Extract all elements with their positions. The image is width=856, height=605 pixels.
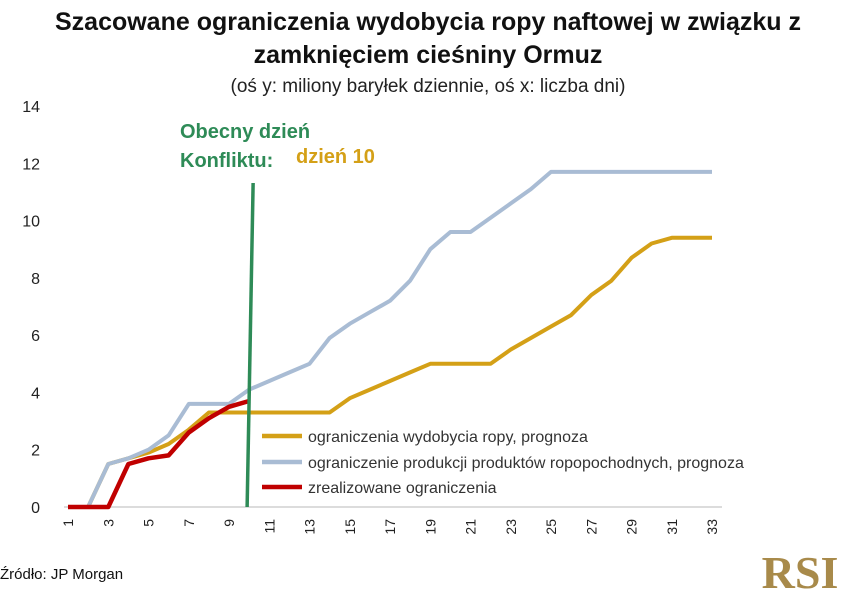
source-note: Źródło: JP Morgan	[0, 566, 124, 583]
x-tick-label: 17	[382, 519, 398, 535]
y-tick-label: 14	[22, 99, 40, 116]
y-tick-label: 0	[31, 500, 40, 517]
x-tick-label: 31	[664, 519, 680, 535]
current-day-label-line-2: Konfliktu:	[180, 150, 273, 172]
x-tick-label: 27	[583, 519, 599, 535]
oil-forecast-line	[68, 235, 712, 509]
x-tick-label: 5	[141, 519, 157, 527]
x-tick-label: 11	[261, 519, 277, 534]
svg-text:RSI: RSI	[762, 547, 839, 598]
x-tick-label: 21	[463, 519, 479, 535]
x-tick-label: 23	[503, 519, 519, 535]
x-tick-label: 15	[342, 519, 358, 535]
current-day-value: dzień 10	[296, 146, 375, 168]
legend-item-realized-label: zrealizowane ograniczenia	[308, 480, 497, 497]
x-tick-label: 33	[704, 519, 720, 535]
y-tick-label: 2	[31, 443, 40, 460]
chart-title-line-2: zamknięciem cieśniny Ormuz	[253, 41, 603, 69]
realized-line	[68, 398, 250, 510]
x-tick-label: 13	[302, 519, 318, 535]
products-forecast-line	[68, 169, 712, 509]
current-day-label-line-1: Obecny dzień	[180, 121, 310, 143]
chart-title-line-1: Szacowane ograniczenia wydobycia ropy na…	[54, 8, 802, 36]
x-tick-label: 25	[543, 519, 559, 535]
x-tick-label: 3	[100, 519, 116, 527]
x-tick-label: 9	[221, 519, 237, 527]
rsi-logo: RSI	[762, 547, 839, 598]
chart-title: Szacowane ograniczenia wydobycia ropy na…	[0, 6, 856, 72]
x-tick-label: 1	[60, 519, 76, 527]
x-tick-label: 7	[181, 519, 197, 527]
x-tick-label: 29	[624, 519, 640, 535]
chart-subtitle: (oś y: miliony baryłek dziennie, oś x: l…	[230, 76, 626, 97]
y-tick-label: 12	[22, 156, 40, 173]
x-tick-label: 19	[422, 519, 438, 535]
legend-item-oil-forecast-label: ograniczenia wydobycia ropy, prognoza	[308, 429, 588, 446]
y-tick-label: 8	[31, 271, 40, 288]
y-tick-label: 10	[22, 214, 40, 231]
legend-item-products-forecast-label: ograniczenie produkcji produktów ropopoc…	[308, 455, 744, 472]
current-day-marker-line	[245, 182, 255, 508]
y-tick-label: 6	[31, 328, 40, 345]
y-tick-label: 4	[31, 385, 40, 402]
